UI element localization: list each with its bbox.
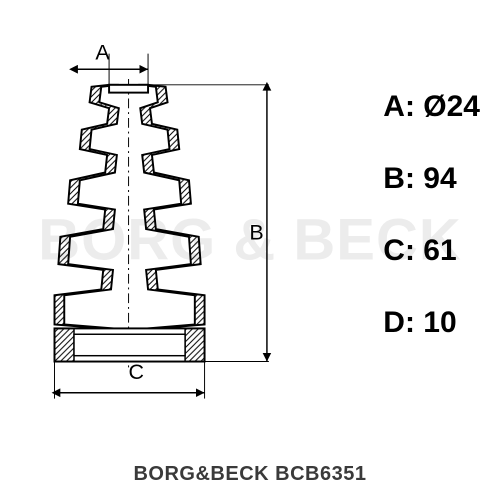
- dimension-row: B: 94: [383, 162, 480, 196]
- figure-canvas: BORG & BECK A B C: [0, 0, 500, 500]
- dim-value: 94: [423, 162, 456, 195]
- dim-label: C:: [383, 234, 415, 267]
- svg-text:A: A: [95, 40, 110, 64]
- dimension-row: C: 61: [383, 234, 480, 268]
- footer-part: BCB6351: [275, 463, 366, 485]
- dim-label: D:: [383, 306, 415, 339]
- svg-text:C: C: [129, 360, 144, 384]
- dim-value: Ø24: [423, 90, 480, 123]
- dimension-list: A: Ø24 B: 94 C: 61 D: 10: [383, 90, 480, 340]
- footer-brand: BORG&BECK: [133, 463, 269, 485]
- cross-section-diagram: A B C: [10, 40, 290, 420]
- dimension-row: A: Ø24: [383, 90, 480, 124]
- svg-text:B: B: [249, 221, 263, 245]
- footer-caption: BORG&BECK BCB6351: [0, 463, 500, 486]
- dimension-row: D: 10: [383, 306, 480, 340]
- dim-label: B:: [383, 162, 415, 195]
- dim-value: 61: [423, 234, 456, 267]
- dim-value: 10: [423, 306, 456, 339]
- dim-label: A:: [383, 90, 415, 123]
